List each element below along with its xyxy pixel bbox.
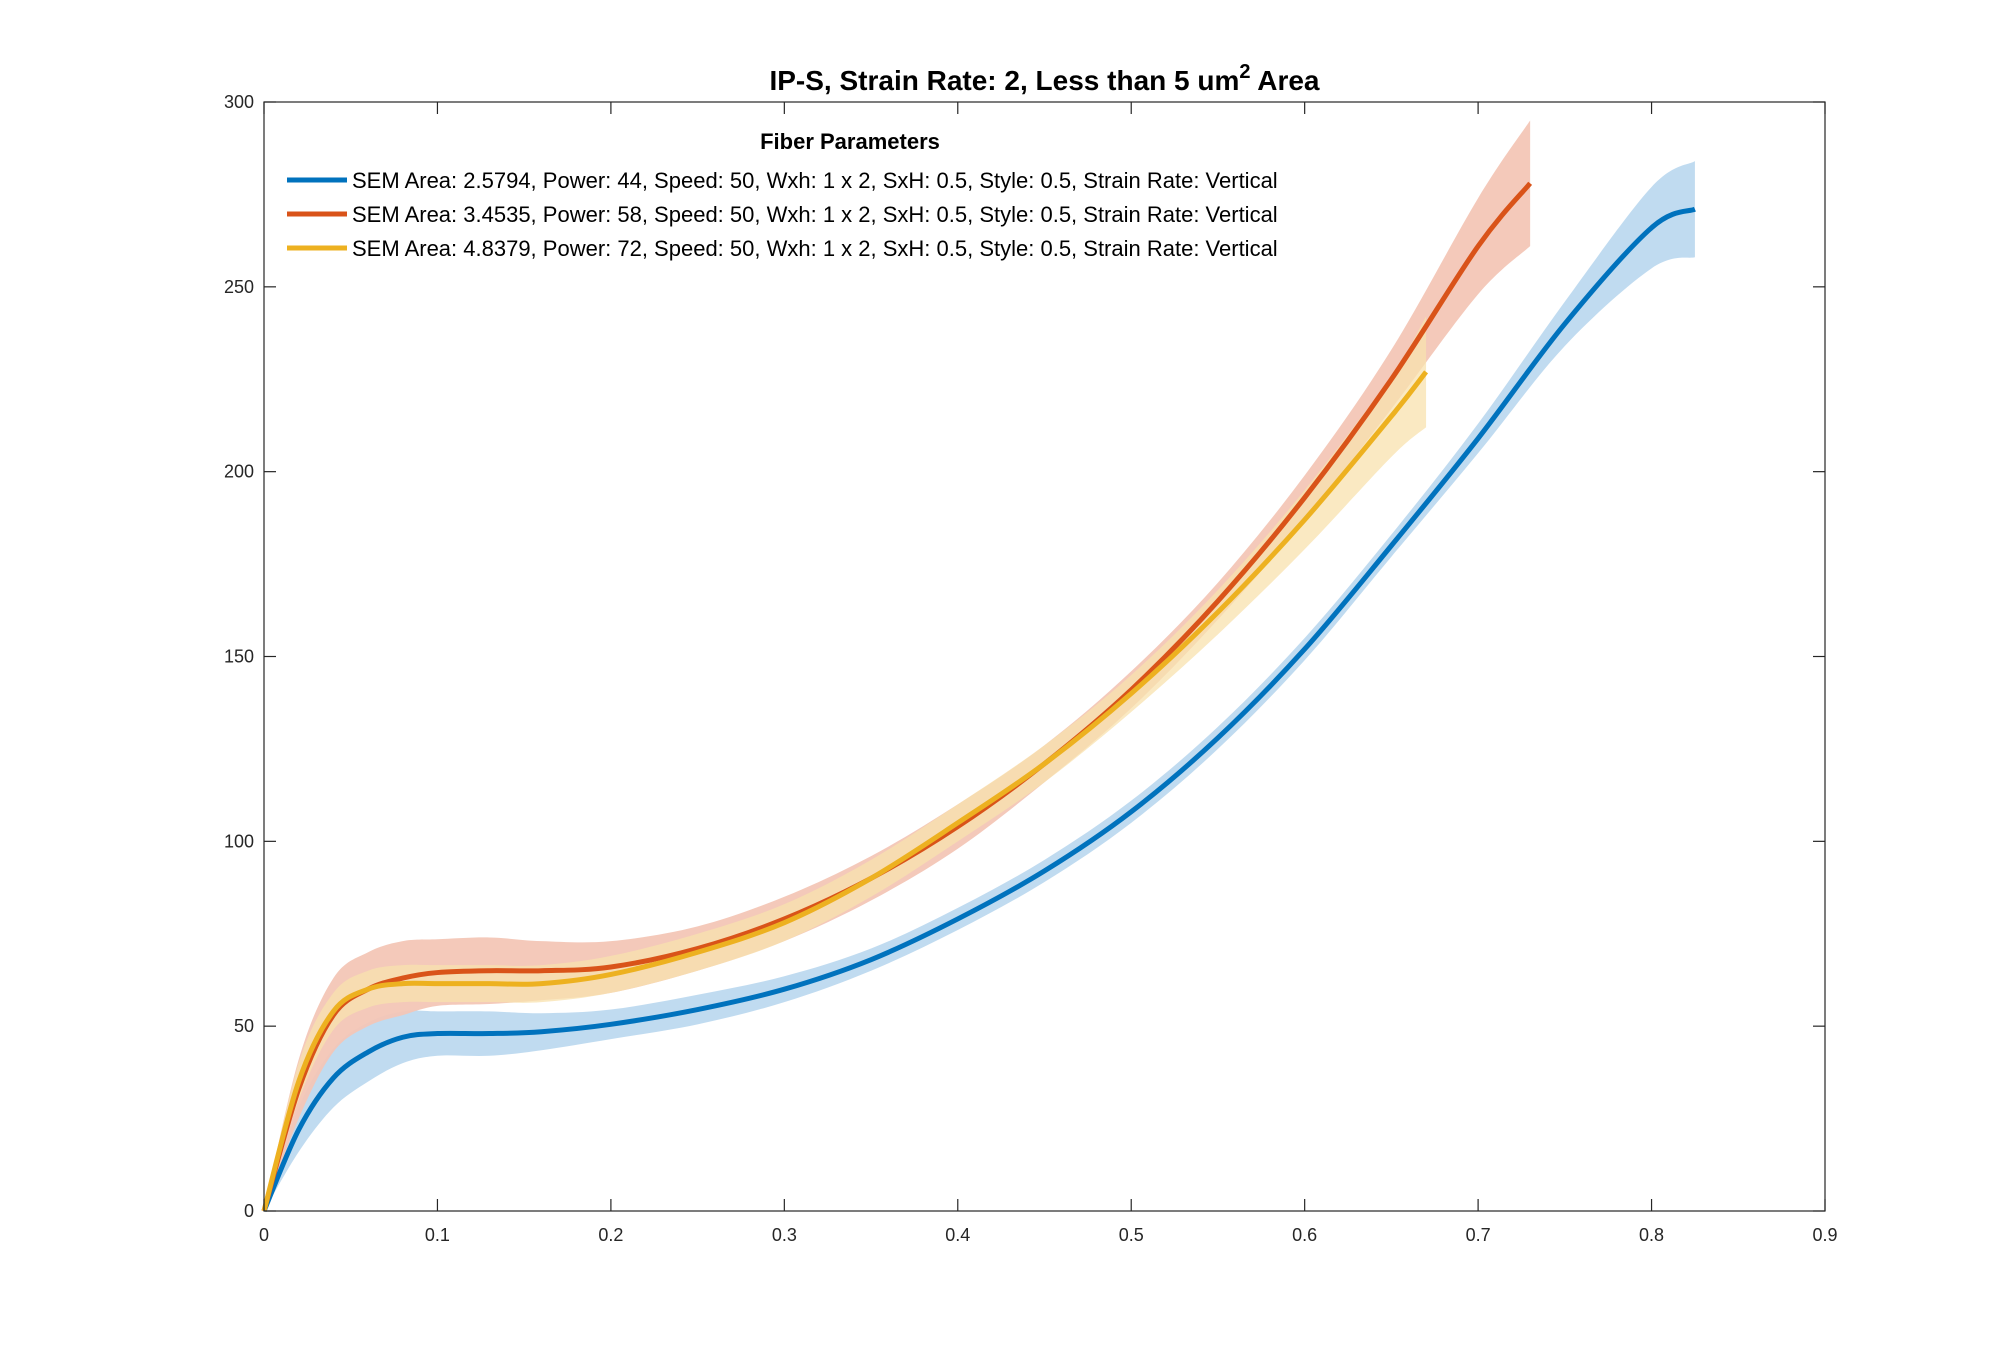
x-tick-label: 0.6 bbox=[1292, 1225, 1317, 1245]
y-tick-label: 50 bbox=[234, 1016, 254, 1036]
legend-label-2: SEM Area: 3.4535, Power: 58, Speed: 50, … bbox=[352, 202, 1278, 227]
axis-ticks: 0 0.1 0.2 0.3 0.4 0.5 0.6 0.7 0.8 0.9 0 50 100 150 200… bbox=[224, 92, 1838, 1245]
chart-title-superscript: 2 bbox=[1239, 61, 1250, 83]
legend-title: Fiber Parameters bbox=[760, 129, 940, 154]
series-3-band bbox=[264, 316, 1427, 1211]
series-3-line bbox=[261, 370, 1429, 1212]
series-lines bbox=[261, 181, 1696, 1212]
legend-label-3: SEM Area: 4.8379, Power: 72, Speed: 50, … bbox=[352, 236, 1278, 261]
legend: Fiber Parameters SEM Area: 2.5794, Power… bbox=[287, 129, 1278, 261]
y-tick-label: 300 bbox=[224, 92, 254, 112]
y-tick-label: 200 bbox=[224, 462, 254, 482]
y-tick-label: 0 bbox=[244, 1201, 254, 1221]
y-tick-label: 150 bbox=[224, 647, 254, 667]
x-tick-label: 0 bbox=[259, 1225, 269, 1245]
y-tick-label: 250 bbox=[224, 277, 254, 297]
x-tick-label: 0.4 bbox=[945, 1225, 970, 1245]
confidence-bands bbox=[264, 120, 1695, 1212]
legend-label-1: SEM Area: 2.5794, Power: 44, Speed: 50, … bbox=[352, 168, 1278, 193]
series-1-line bbox=[261, 206, 1696, 1212]
chart-title-suffix: Area bbox=[1251, 65, 1320, 96]
y-tick-label: 100 bbox=[224, 831, 254, 851]
x-tick-label: 0.1 bbox=[425, 1225, 450, 1245]
x-tick-label: 0.5 bbox=[1119, 1225, 1144, 1245]
chart-title-main: IP-S, Strain Rate: 2, Less than 5 um bbox=[769, 65, 1239, 96]
x-tick-label: 0.3 bbox=[772, 1225, 797, 1245]
x-tick-label: 0.8 bbox=[1639, 1225, 1664, 1245]
x-tick-label: 0.2 bbox=[598, 1225, 623, 1245]
chart-title: IP-S, Strain Rate: 2, Less than 5 um2 Ar… bbox=[769, 61, 1319, 96]
x-tick-label: 0.9 bbox=[1812, 1225, 1837, 1245]
legend-items: SEM Area: 2.5794, Power: 44, Speed: 50, … bbox=[287, 168, 1278, 261]
x-tick-label: 0.7 bbox=[1466, 1225, 1491, 1245]
